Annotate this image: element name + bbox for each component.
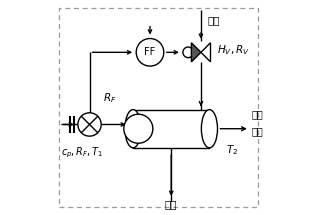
Text: $T_2$: $T_2$ (226, 143, 238, 157)
Text: 工艺: 工艺 (252, 109, 264, 119)
Text: $H_V, R_V$: $H_V, R_V$ (217, 43, 250, 57)
Bar (133, 110, 210, 148)
Text: 介质: 介质 (252, 126, 264, 136)
Ellipse shape (201, 110, 217, 148)
Circle shape (78, 113, 101, 136)
Polygon shape (191, 43, 201, 62)
Polygon shape (201, 43, 210, 62)
Ellipse shape (125, 110, 141, 148)
Circle shape (183, 47, 193, 58)
Text: $c_p, R_F, T_1$: $c_p, R_F, T_1$ (61, 146, 103, 160)
Text: 凝液: 凝液 (165, 199, 178, 209)
Circle shape (136, 38, 164, 66)
Text: FF: FF (144, 47, 156, 57)
Text: $R_F$: $R_F$ (103, 91, 117, 105)
Text: 蒸汽: 蒸汽 (207, 15, 220, 26)
Circle shape (124, 114, 153, 143)
